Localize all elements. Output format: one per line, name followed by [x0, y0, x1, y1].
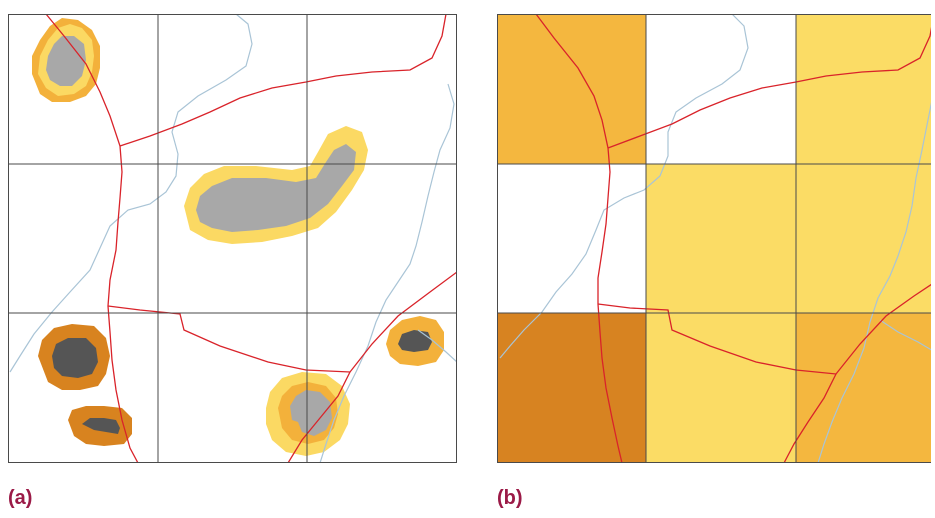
panel-b-map — [497, 14, 931, 463]
raster-cell-2-2 — [796, 313, 931, 463]
patch-layer — [32, 18, 444, 456]
river-layer — [499, 14, 931, 463]
river — [817, 101, 931, 463]
road — [783, 373, 837, 463]
panel-a-caption: (a) — [8, 487, 33, 509]
patch-core — [398, 330, 432, 352]
raster-cell-1-1 — [646, 164, 796, 313]
river-layer — [9, 14, 457, 463]
river — [879, 319, 931, 351]
raster-cell-1-0 — [497, 164, 646, 313]
panel-b-caption: (b) — [497, 487, 523, 509]
panel-frame — [8, 14, 457, 463]
panel-a-map — [8, 14, 457, 463]
road — [45, 14, 139, 463]
raster-cell-0-0 — [497, 14, 646, 164]
grid-layer — [8, 14, 457, 463]
patch-core — [52, 338, 98, 378]
river — [9, 14, 253, 373]
road — [119, 14, 447, 147]
panel-frame — [497, 14, 931, 463]
grid-layer — [497, 14, 931, 463]
patch-core — [46, 36, 86, 86]
river — [417, 329, 457, 363]
patch-core — [290, 390, 332, 436]
raster-cell-0-1 — [646, 14, 796, 164]
raster-cell-1-2 — [796, 164, 931, 313]
river — [499, 14, 749, 359]
road — [287, 371, 351, 463]
patch-core — [82, 418, 120, 434]
river — [319, 83, 455, 463]
road — [535, 14, 623, 463]
patch-core — [196, 144, 356, 232]
raster-cell-2-0 — [497, 313, 646, 463]
raster-cell-2-1 — [646, 313, 796, 463]
raster-cell-layer — [497, 14, 931, 463]
raster-cell-0-2 — [796, 14, 931, 164]
